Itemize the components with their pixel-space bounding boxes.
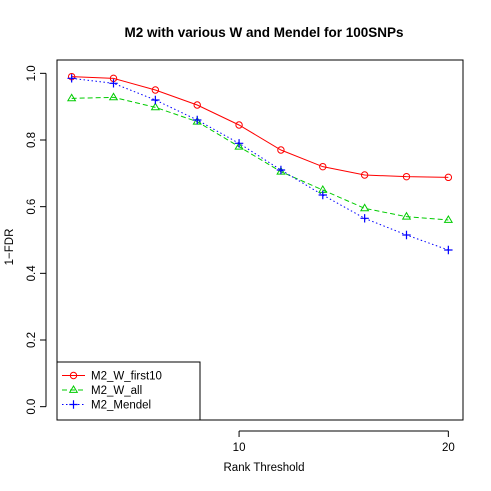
x-axis-label: Rank Threshold — [224, 462, 305, 474]
data-point — [235, 121, 243, 129]
data-point — [193, 115, 202, 125]
x-tick-label: 10 — [233, 442, 246, 454]
legend-box — [56, 361, 201, 421]
y-tick-label: 0.0 — [26, 399, 38, 415]
series-M2_Mendel — [67, 74, 453, 255]
data-point — [402, 172, 411, 181]
data-point — [67, 74, 76, 83]
y-tick-label: 0.8 — [26, 132, 38, 148]
legend-label: M2_W_all — [91, 385, 142, 397]
legend: M2_W_first10 M2_W_all M2_Mendel — [56, 361, 201, 421]
data-point — [108, 92, 119, 101]
data-point — [193, 101, 201, 109]
data-point — [150, 102, 161, 111]
series-M2_W_first10 — [67, 72, 453, 182]
legend-marker — [69, 371, 78, 380]
axes: 10 20 0.0 0.2 0.4 0.6 0.8 1.0 — [26, 65, 455, 454]
plot-border — [56, 59, 464, 421]
y-tick-label: 1.0 — [26, 65, 38, 81]
series-line — [71, 96, 449, 221]
data-point — [151, 86, 160, 94]
data-point — [319, 162, 327, 171]
legend-marker — [69, 400, 78, 409]
data-point — [66, 93, 77, 102]
x-tick-label: 20 — [442, 442, 455, 454]
series-line — [71, 77, 449, 251]
data-point — [318, 190, 327, 200]
series-line — [71, 76, 449, 178]
y-tick-label: 0.4 — [26, 265, 38, 282]
data-point — [359, 203, 370, 212]
data-point — [277, 146, 285, 154]
legend-marker — [68, 385, 79, 393]
data-point — [444, 245, 453, 255]
data-point — [444, 173, 453, 182]
data-point — [234, 141, 244, 150]
y-tick-label: 0.2 — [26, 332, 38, 348]
data-point — [443, 215, 454, 223]
chart-title: M2 with various W and Mendel for 100SNPs — [124, 25, 403, 40]
data-point — [401, 211, 412, 220]
legend-label: M2_Mendel — [91, 400, 151, 412]
data-point — [360, 171, 369, 179]
data-point — [109, 79, 118, 88]
data-point — [234, 139, 244, 148]
data-point — [151, 95, 160, 105]
series-M2_W_all — [66, 92, 454, 223]
data-point — [360, 214, 369, 223]
y-axis-label: 1−FDR — [4, 229, 16, 266]
legend-label: M2_W_first10 — [91, 371, 162, 383]
y-tick-label: 0.6 — [26, 199, 38, 215]
data-point — [276, 165, 286, 175]
plot-area — [66, 72, 454, 255]
data-point — [402, 230, 411, 240]
